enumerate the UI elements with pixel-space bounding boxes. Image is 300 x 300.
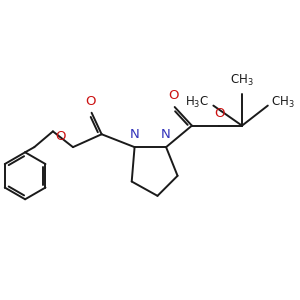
Text: N: N — [130, 128, 140, 141]
Text: CH$_3$: CH$_3$ — [230, 73, 254, 88]
Text: O: O — [55, 130, 66, 143]
Text: O: O — [85, 94, 95, 108]
Text: H$_3$C: H$_3$C — [185, 95, 209, 110]
Text: CH$_3$: CH$_3$ — [271, 95, 294, 110]
Text: O: O — [214, 107, 224, 120]
Text: N: N — [161, 128, 171, 141]
Text: O: O — [168, 89, 178, 102]
